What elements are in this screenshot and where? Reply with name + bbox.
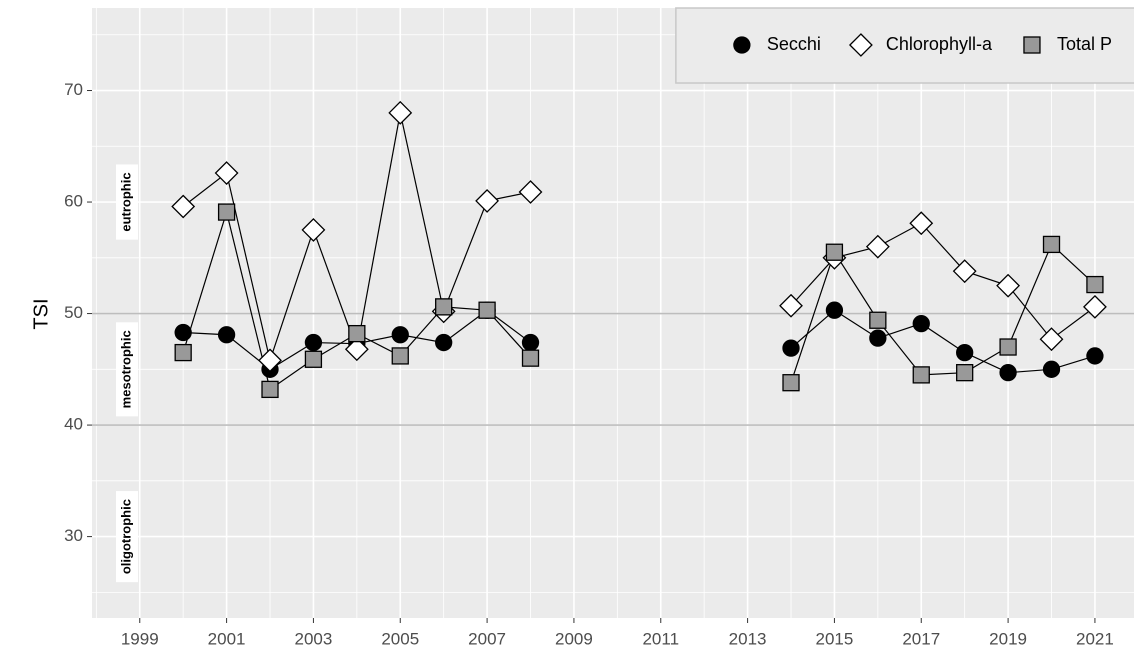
x-tick-label: 2017: [902, 629, 940, 648]
point: [999, 364, 1017, 382]
point: [1042, 360, 1061, 378]
point: [782, 339, 800, 357]
point: [782, 374, 800, 392]
legend-box: [675, 7, 1134, 84]
x-tick-label: 2001: [208, 629, 246, 648]
point: [344, 337, 369, 362]
point: [478, 301, 496, 319]
point: [1086, 347, 1104, 365]
point: [865, 234, 890, 259]
legend-label: Chlorophyll-a: [886, 34, 993, 54]
point: [912, 366, 930, 384]
zone-label-text: mesotrophic: [118, 330, 133, 408]
point: [171, 194, 196, 219]
x-tick-label: 2019: [989, 629, 1027, 648]
point: [174, 343, 192, 362]
point: [174, 323, 192, 342]
zone-label: mesotrophic: [116, 322, 138, 417]
legend-label: Secchi: [767, 34, 821, 54]
legend: Secchi Chlorophyll-a Total P: [675, 7, 1134, 84]
point: [869, 329, 887, 347]
point: [304, 333, 323, 352]
legend-marker: [848, 33, 873, 57]
point: [521, 349, 540, 367]
point: [304, 350, 323, 368]
point: [956, 364, 974, 382]
point: [912, 314, 930, 333]
point: [301, 218, 326, 242]
point: [1086, 275, 1104, 294]
point: [217, 326, 236, 344]
zone-label-text: oligotrophic: [118, 499, 133, 574]
zone-label-box: [116, 322, 138, 417]
zone-label-text: eutrophic: [118, 172, 133, 231]
point: [909, 211, 934, 236]
point: [825, 301, 844, 319]
point: [388, 100, 413, 125]
point: [258, 348, 282, 373]
y-tick-label: 50: [64, 303, 83, 322]
point: [261, 380, 279, 399]
legend-marker: [733, 36, 751, 54]
point: [825, 243, 844, 261]
point: [217, 203, 236, 221]
legend-label: Total P: [1057, 34, 1112, 54]
point: [869, 311, 887, 329]
point: [435, 298, 453, 316]
point: [1083, 294, 1107, 319]
point: [348, 324, 366, 343]
point: [391, 347, 409, 365]
zone-label-box: [116, 491, 138, 583]
point: [1039, 327, 1064, 352]
x-tick-label: 2005: [381, 629, 419, 648]
legend-marker: [1023, 36, 1041, 54]
x-tick-label: 2021: [1076, 629, 1114, 648]
zone-label: oligotrophic: [116, 491, 138, 583]
point: [518, 180, 543, 204]
point: [475, 189, 500, 213]
point: [999, 338, 1017, 356]
zone-label-box: [116, 164, 138, 240]
point: [952, 259, 977, 284]
x-tick-label: 2007: [468, 629, 506, 648]
x-tick-label: 2003: [295, 629, 333, 648]
point: [391, 326, 409, 344]
x-tick-label: 2013: [729, 629, 767, 648]
y-tick-label: 70: [64, 80, 83, 99]
zone-label: eutrophic: [116, 164, 138, 240]
x-tick-label: 2009: [555, 629, 593, 648]
point: [996, 273, 1021, 298]
y-tick-label: 60: [64, 192, 83, 211]
point: [214, 161, 239, 185]
y-tick-label: 30: [64, 526, 83, 545]
x-tick-label: 1999: [121, 629, 159, 648]
point: [1042, 235, 1061, 254]
y-tick-label: 40: [64, 415, 83, 434]
point: [521, 333, 540, 352]
point: [435, 333, 453, 352]
point: [779, 293, 803, 318]
point: [956, 343, 974, 362]
x-tick-label: 2011: [642, 629, 679, 648]
x-tick-label: 2015: [816, 629, 854, 648]
y-axis-label: TSI: [30, 298, 52, 329]
